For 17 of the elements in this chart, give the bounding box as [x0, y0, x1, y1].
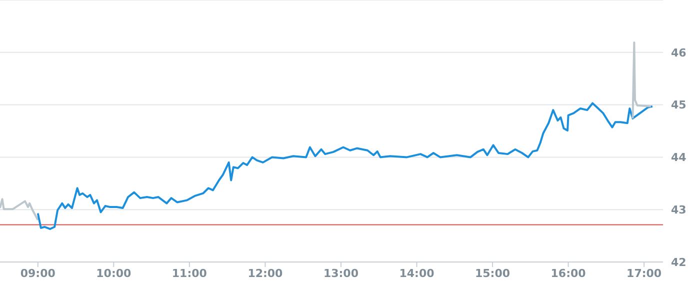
x-tick-label: 13:00	[323, 266, 359, 280]
line-series	[36, 102, 654, 230]
y-tick-label: 43	[671, 204, 686, 217]
x-tick-label: 15:00	[475, 266, 510, 280]
x-tick-label: 12:00	[248, 266, 284, 280]
x-tick-label: 14:00	[399, 266, 435, 280]
x-tick-label: 17:00	[626, 266, 662, 280]
x-tick-label: 11:00	[172, 266, 208, 280]
y-tick-label: 42	[671, 256, 686, 269]
x-tick-label: 16:00	[550, 266, 586, 280]
line-series	[0, 198, 39, 222]
x-tick-label: 09:00	[20, 266, 56, 280]
y-tick-label: 44	[671, 151, 687, 164]
y-tick-label: 46	[671, 46, 687, 60]
y-tick-label: 45	[671, 98, 686, 112]
x-tick-label: 10:00	[96, 266, 132, 280]
line-series	[632, 41, 652, 120]
